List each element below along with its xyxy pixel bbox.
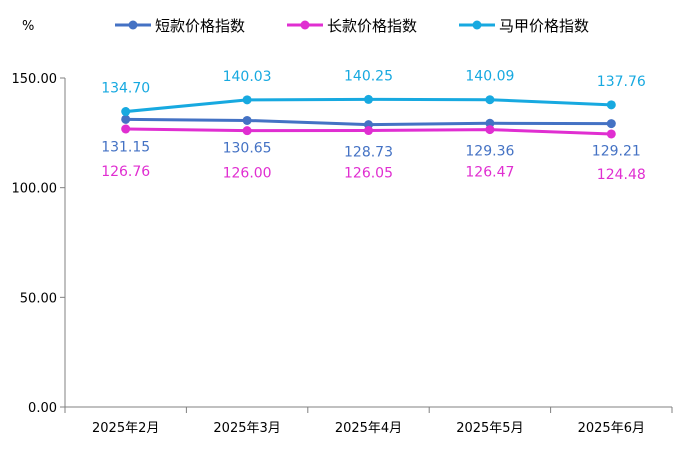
data-label: 126.76: [101, 164, 150, 180]
data-label: 126.00: [223, 166, 272, 182]
data-point: [485, 95, 495, 105]
legend-label: 马甲价格指数: [499, 17, 589, 35]
data-point: [606, 129, 616, 139]
y-tick-label: 100.00: [12, 182, 58, 197]
legend-item: 马甲价格指数: [459, 17, 589, 35]
y-tick-label: 0.00: [28, 401, 57, 416]
x-tick-label: 2025年6月: [578, 421, 645, 436]
data-label: 130.65: [223, 140, 272, 156]
data-point: [242, 126, 252, 136]
data-label: 134.70: [101, 81, 150, 97]
data-labels: 131.15 130.65 128.73 129.36 129.21 126.76 126.…: [101, 68, 646, 183]
data-point: [364, 94, 373, 104]
data-label: 140.25: [344, 68, 393, 84]
data-point: [364, 126, 373, 136]
x-tick-label: 2025年5月: [456, 421, 523, 436]
data-point: [606, 119, 616, 129]
series: [121, 124, 616, 139]
series: [121, 94, 616, 117]
data-label: 126.47: [465, 165, 514, 181]
y-tick-label: 50.00: [20, 291, 57, 306]
axes: 0.00 50.00 100.00 150.00 2025年2月 2025年3月 2025年…: [12, 72, 673, 436]
legend-label: 短款价格指数: [155, 17, 245, 35]
data-point: [121, 114, 131, 124]
data-label: 129.36: [465, 143, 514, 159]
data-point: [606, 100, 616, 110]
data-label: 129.21: [592, 144, 641, 160]
legend-label: 长款价格指数: [327, 17, 417, 35]
data-point: [242, 95, 252, 105]
legend-marker: [128, 20, 138, 30]
legend-marker: [472, 20, 482, 30]
data-label: 137.76: [597, 74, 646, 90]
data-label: 128.73: [344, 145, 393, 161]
data-point: [242, 115, 252, 125]
data-label: 131.15: [101, 139, 150, 155]
data-point: [485, 118, 495, 128]
y-tick-label: 150.00: [12, 72, 58, 87]
legend-item: 短款价格指数: [115, 17, 245, 35]
y-axis-unit-label: %: [22, 19, 34, 34]
x-tick-label: 2025年4月: [335, 421, 402, 436]
data-point: [121, 124, 131, 134]
x-tick-label: 2025年3月: [213, 421, 280, 436]
data-label: 126.05: [344, 166, 393, 182]
x-tick-label: 2025年2月: [92, 421, 159, 436]
series: [121, 114, 616, 130]
data-label: 124.48: [597, 167, 646, 183]
data-point: [485, 125, 495, 135]
data-label: 140.09: [465, 69, 514, 85]
series-layer: [121, 94, 616, 139]
legend-marker: [300, 20, 310, 30]
legend-item: 长款价格指数: [287, 17, 417, 35]
data-label: 140.03: [223, 69, 272, 85]
legend: 短款价格指数 长款价格指数 马甲价格指数: [115, 17, 589, 35]
data-point: [121, 107, 131, 117]
